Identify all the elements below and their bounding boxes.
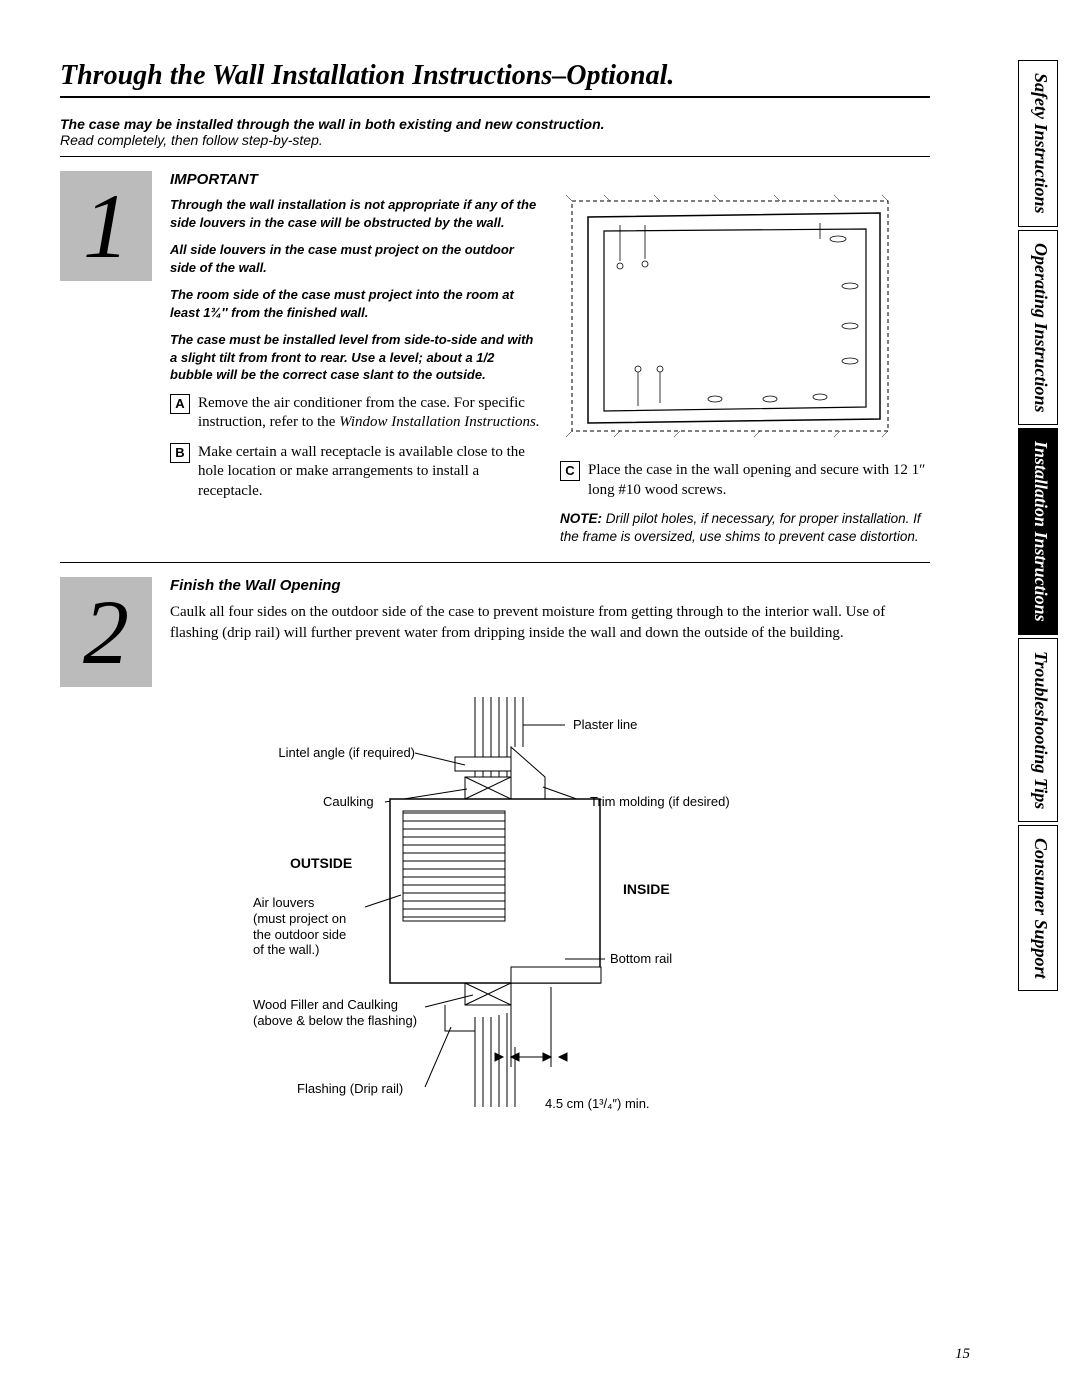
note-label: NOTE: — [560, 511, 602, 526]
page: Safety Instructions Operating Instructio… — [0, 0, 1080, 1397]
imp-1: Through the wall installation is not app… — [170, 196, 540, 231]
label-louvers: Air louvers (must project on the outdoor… — [253, 895, 346, 957]
note: NOTE: Drill pilot holes, if necessary, f… — [560, 510, 930, 546]
divider-2 — [60, 562, 930, 563]
step-1: 1 IMPORTANT Through the wall installatio… — [60, 171, 930, 546]
step-2-number: 2 — [60, 577, 152, 687]
page-title: Through the Wall Installation Instructio… — [60, 60, 930, 98]
page-number: 15 — [955, 1346, 970, 1363]
label-caulking: Caulking — [323, 794, 374, 810]
label-trim: Trim molding (if desired) — [590, 794, 730, 810]
letter-a-icon: A — [170, 394, 190, 414]
tab-troubleshooting[interactable]: Troubleshooting Tips — [1018, 638, 1058, 822]
note-text: Drill pilot holes, if necessary, for pro… — [560, 511, 921, 544]
tab-installation[interactable]: Installation Instructions — [1018, 428, 1058, 635]
label-min: 4.5 cm (1³/₄″) min. — [545, 1096, 650, 1112]
item-c-text: Place the case in the wall opening and s… — [588, 461, 930, 500]
label-plaster: Plaster line — [573, 717, 637, 733]
step-2: 2 Finish the Wall Opening Caulk all four… — [60, 577, 930, 687]
item-a-ital: Window Installation Instructions. — [339, 414, 539, 430]
label-flashing: Flashing (Drip rail) — [297, 1081, 403, 1097]
step-2-heading: Finish the Wall Opening — [170, 577, 930, 594]
item-a: A Remove the air conditioner from the ca… — [170, 394, 540, 433]
intro-ital: Read completely, then follow step-by-ste… — [60, 132, 323, 148]
imp-3: The room side of the case must project i… — [170, 286, 540, 321]
imp-4: The case must be installed level from si… — [170, 331, 540, 384]
item-b-text: Make certain a wall receptacle is availa… — [198, 443, 540, 502]
letter-c-icon: C — [560, 461, 580, 481]
imp-2: All side louvers in the case must projec… — [170, 241, 540, 276]
label-lintel: Lintel angle (if required) — [255, 745, 415, 761]
step-1-heading: IMPORTANT — [170, 171, 540, 188]
letter-b-icon: B — [170, 443, 190, 463]
tab-consumer[interactable]: Consumer Support — [1018, 825, 1058, 992]
wall-diagram: Plaster line Lintel angle (if required) … — [145, 687, 845, 1117]
step-2-body: Caulk all four sides on the outdoor side… — [170, 602, 930, 643]
label-inside: INSIDE — [623, 881, 670, 898]
intro: The case may be installed through the wa… — [60, 116, 930, 148]
sidebar-tabs: Safety Instructions Operating Instructio… — [1018, 60, 1058, 991]
tab-operating[interactable]: Operating Instructions — [1018, 230, 1058, 426]
intro-bold: The case may be installed through the wa… — [60, 116, 605, 132]
step-1-number: 1 — [60, 171, 152, 281]
case-diagram — [560, 171, 900, 461]
tab-safety[interactable]: Safety Instructions — [1018, 60, 1058, 227]
label-wood: Wood Filler and Caulking (above & below … — [253, 997, 417, 1028]
label-bottom: Bottom rail — [610, 951, 672, 967]
item-b: B Make certain a wall receptacle is avai… — [170, 443, 540, 502]
item-c: C Place the case in the wall opening and… — [560, 461, 930, 500]
divider — [60, 156, 930, 157]
label-outside: OUTSIDE — [290, 855, 352, 872]
